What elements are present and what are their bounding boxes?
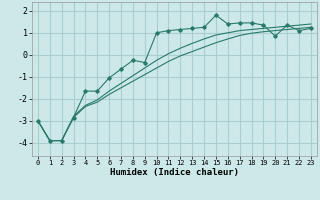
X-axis label: Humidex (Indice chaleur): Humidex (Indice chaleur) [110,168,239,177]
